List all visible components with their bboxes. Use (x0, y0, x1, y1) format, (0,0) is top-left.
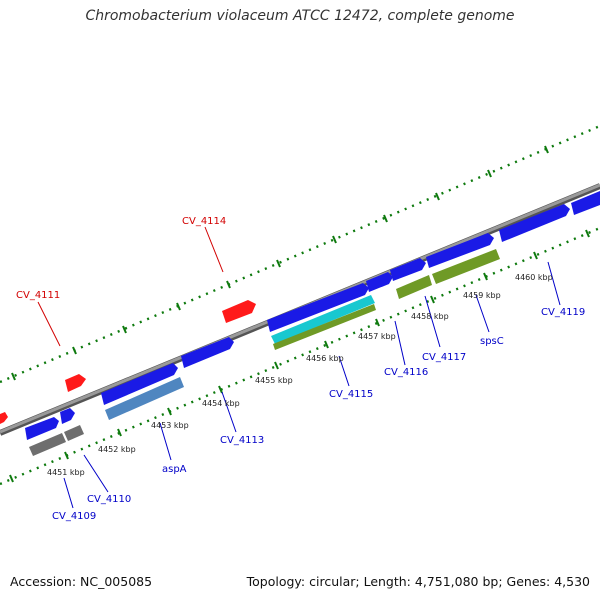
kbp-label-4458: 4458 kbp (411, 312, 449, 321)
outer-dotted-ruler (0, 124, 600, 384)
feature-olive-bar-2[interactable] (396, 275, 432, 299)
gene-spsc-arrow[interactable] (426, 233, 494, 268)
kbp-label-4455: 4455 kbp (255, 376, 293, 385)
inner-major-ticks (9, 229, 590, 483)
gene-cv-4111-arrow[interactable] (65, 374, 86, 392)
gene-cv-4115-arrow[interactable] (267, 283, 369, 332)
feature-grey-bar-1[interactable] (29, 433, 66, 456)
gene-label-cv-4119[interactable]: CV_4119 (541, 307, 585, 318)
gene-cv-4119-arrow[interactable] (499, 204, 570, 242)
gene-edge-right-blue-arrow[interactable] (571, 191, 600, 215)
gene-label-aspa[interactable]: aspA (162, 464, 187, 475)
red-leader-lines (37, 226, 224, 347)
map-title: Chromobacterium violaceum ATCC 12472, co… (85, 8, 515, 24)
gene-cv-4113-arrow[interactable] (181, 337, 234, 368)
gene-label-spsc[interactable]: spsC (480, 336, 504, 347)
kbp-label-4459: 4459 kbp (463, 291, 501, 300)
gene-aspa-arrow[interactable] (101, 363, 178, 405)
gene-cv-4109-arrow[interactable] (25, 417, 59, 440)
kbp-label-4452: 4452 kbp (98, 445, 136, 454)
topology-text: Topology: circular; Length: 4,751,080 bp… (246, 574, 590, 589)
gene-cv-4114-arrow[interactable] (222, 300, 256, 323)
blue-leader-lines (63, 261, 561, 509)
feature-olive-bar-1[interactable] (273, 304, 376, 350)
gene-cv-4117-arrow[interactable] (390, 258, 426, 281)
outer-major-ticks (11, 145, 549, 381)
accession-text: Accession: NC_005085 (10, 574, 153, 589)
gene-edge-left-red-arrow[interactable] (0, 412, 8, 424)
gene-label-cv-4111[interactable]: CV_4111 (16, 290, 60, 301)
kbp-label-4456: 4456 kbp (306, 354, 344, 363)
gene-label-cv-4110[interactable]: CV_4110 (87, 494, 131, 505)
gene-label-cv-4109[interactable]: CV_4109 (52, 511, 96, 522)
kbp-label-4457: 4457 kbp (358, 332, 396, 341)
kbp-label-4460: 4460 kbp (515, 273, 553, 282)
gene-cv-4110-arrow[interactable] (60, 408, 75, 424)
feature-grey-bar-2[interactable] (64, 425, 84, 441)
gene-label-cv-4115[interactable]: CV_4115 (329, 389, 373, 400)
gene-label-cv-4116[interactable]: CV_4116 (384, 367, 428, 378)
kbp-label-4454: 4454 kbp (202, 399, 240, 408)
feature-steel-bar[interactable] (105, 377, 184, 420)
gene-label-cv-4114[interactable]: CV_4114 (182, 216, 226, 227)
gene-label-cv-4113[interactable]: CV_4113 (220, 435, 264, 446)
feature-olive-bar-3[interactable] (432, 249, 500, 284)
gene-label-cv-4117[interactable]: CV_4117 (422, 352, 466, 363)
inner-dotted-ruler (0, 226, 600, 486)
gene-cv-4116-arrow[interactable] (366, 272, 393, 292)
feature-cyan-bar[interactable] (271, 295, 375, 344)
kbp-label-4451: 4451 kbp (47, 468, 85, 477)
kbp-label-4453: 4453 kbp (151, 421, 189, 430)
